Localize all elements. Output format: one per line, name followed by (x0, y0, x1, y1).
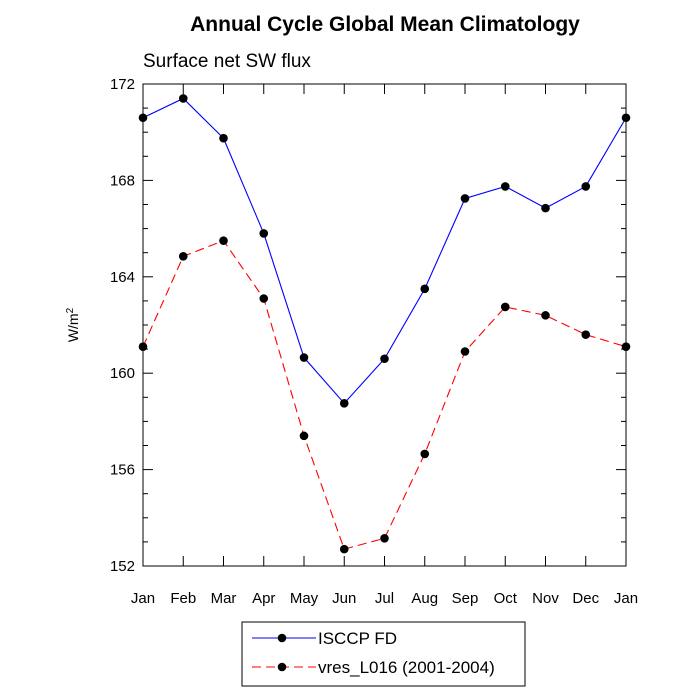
chart-title: Annual Cycle Global Mean Climatology (190, 13, 580, 36)
series-0-point (460, 194, 470, 203)
y-axis-label: W/m2 (65, 307, 81, 342)
x-tick-label: Nov (532, 590, 559, 607)
x-tick-label: Oct (494, 590, 518, 607)
x-tick-label: Apr (252, 590, 275, 607)
y-axis-label-base: W/m (65, 313, 81, 342)
legend-label-isccp: ISCCP FD (318, 629, 397, 648)
legend: ISCCP FD vres_L016 (2001-2004) (241, 621, 526, 687)
y-axis-label-superscript: 2 (65, 307, 76, 313)
series-0-point (621, 113, 631, 123)
series-1-point (500, 302, 510, 312)
y-tick-label: 164 (110, 269, 135, 286)
series-1-point (581, 330, 591, 339)
plot-frame (142, 83, 627, 567)
y-tick-label: 156 (110, 462, 135, 479)
series-1-point (259, 294, 269, 303)
series-0-point (339, 399, 349, 408)
y-tick-labels: 152 156 160 164 168 172 (110, 76, 135, 575)
series-1-point (420, 449, 430, 459)
x-tick-label: Aug (411, 590, 438, 607)
series-0-point (380, 354, 389, 364)
series-layer (138, 94, 631, 554)
x-tick-label: Sep (452, 590, 479, 607)
series-1-point (380, 533, 389, 543)
y-tick-label: 152 (110, 558, 135, 575)
legend-marker-vres (277, 662, 287, 672)
x-tick-label: Jun (332, 590, 356, 607)
legend-marker-isccp (277, 633, 287, 643)
series-1-point (460, 347, 470, 356)
series-0-point (259, 229, 269, 238)
series-1-point (621, 342, 631, 351)
series-0-point (541, 203, 550, 213)
x-tick-label: Dec (572, 590, 599, 607)
chart-subtitle: Surface net SW flux (143, 51, 311, 72)
y-tick-label: 172 (110, 76, 135, 93)
series-0-point (299, 353, 309, 362)
y-tick-label: 160 (110, 365, 135, 382)
series-0-point (219, 133, 228, 143)
x-tick-labels: Jan Feb Mar Apr May Jun Jul Aug Sep Oct Nov Dec Jan (131, 590, 638, 607)
y-tick-label: 168 (110, 172, 135, 189)
series-1-point (299, 431, 309, 441)
major-ticks (142, 83, 627, 567)
series-1-point (138, 342, 148, 351)
series-1-point (339, 544, 349, 554)
legend-box (241, 621, 526, 687)
x-tick-label: Mar (211, 590, 237, 607)
series-1-point (541, 311, 550, 320)
series-0-point (138, 113, 148, 123)
series-line-1 (142, 239, 627, 550)
x-tick-label: May (290, 590, 319, 607)
series-0-point (581, 182, 591, 191)
series-0-point (500, 182, 510, 191)
series-0-point (178, 94, 188, 103)
x-tick-label: Jul (375, 590, 394, 607)
x-tick-label: Jan (131, 590, 155, 607)
series-0-point (420, 284, 430, 294)
x-tick-label: Feb (170, 590, 196, 607)
series-1-point (178, 252, 188, 261)
series-1-point (219, 236, 228, 245)
legend-label-vres: vres_L016 (2001-2004) (318, 658, 495, 677)
minor-ticks (143, 107, 626, 543)
x-tick-label: Jan (614, 590, 638, 607)
